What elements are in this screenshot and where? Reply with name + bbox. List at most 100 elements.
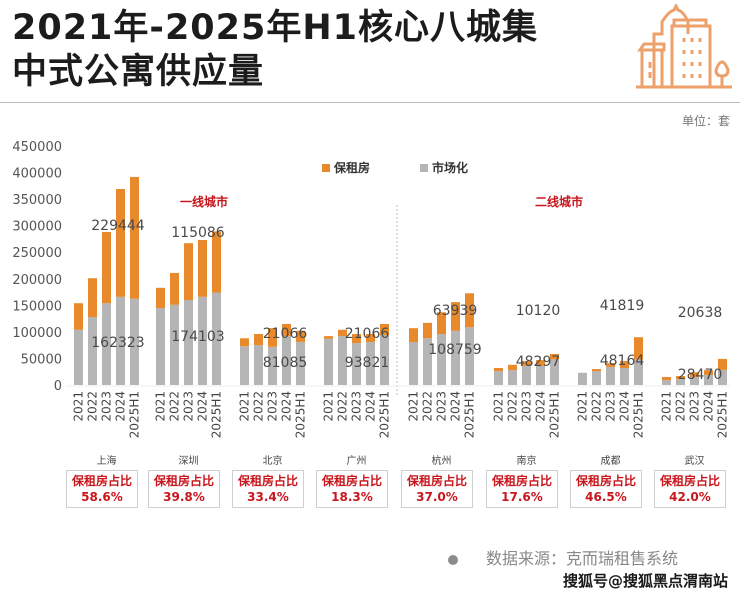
data-source-text: 数据来源：克而瑞租售系统 xyxy=(486,549,679,568)
data-label-baozufang: 21066 xyxy=(263,326,308,342)
x-tick-label: 2024 xyxy=(449,391,463,422)
x-tick-label: 2023 xyxy=(350,391,364,422)
x-tick-label: 2021 xyxy=(407,391,421,422)
share-box-label: 保租房占比 xyxy=(659,474,720,488)
share-box-value: 18.3% xyxy=(331,490,373,504)
share-box-value: 39.8% xyxy=(163,490,205,504)
stacked-bar-chart: 0 50000 100000 150000 200000 250000 300000 3500… xyxy=(12,140,730,467)
bar-baozufang xyxy=(437,312,446,335)
bar-market xyxy=(451,330,460,385)
bar-market xyxy=(522,365,531,385)
bar-baozufang xyxy=(88,278,97,318)
share-box: 保租房占比 46.5% xyxy=(570,470,642,508)
y-tick-label: 200000 xyxy=(12,273,62,288)
bar-market xyxy=(352,343,361,385)
x-tick-label: 2022 xyxy=(506,391,520,422)
city-label: 广州 xyxy=(347,455,367,467)
bar-baozufang xyxy=(465,293,474,328)
share-box: 保租房占比 33.4% xyxy=(232,470,304,508)
x-tick-label: 2021 xyxy=(154,391,168,422)
bar-market xyxy=(88,317,97,385)
bar-market xyxy=(718,369,727,385)
x-tick-label: 2024 xyxy=(534,391,548,422)
share-box-label: 保租房占比 xyxy=(153,474,214,488)
data-label-baozufang: 115086 xyxy=(171,225,225,241)
bar-baozufang xyxy=(268,328,277,347)
bar-baozufang xyxy=(634,337,643,360)
share-box: 保租房占比 42.0% xyxy=(654,470,726,508)
bar-market xyxy=(338,336,347,385)
x-tick-label: 2025H1 xyxy=(463,391,477,438)
legend-label-market: 市场化 xyxy=(432,160,468,175)
bar-market xyxy=(324,338,333,385)
unit-label: 单位：套 xyxy=(681,114,730,128)
bar-baozufang xyxy=(662,377,671,381)
bar-baozufang xyxy=(676,375,685,380)
x-tick-label: 2021 xyxy=(576,391,590,422)
x-tick-label: 2025H1 xyxy=(378,391,392,438)
share-box-value: 42.0% xyxy=(669,490,711,504)
x-tick-label: 2024 xyxy=(702,391,716,422)
x-tick-label: 2022 xyxy=(336,391,350,422)
bar-market xyxy=(156,307,165,385)
data-label-baozufang: 20638 xyxy=(678,305,723,321)
share-box: 保租房占比 37.0% xyxy=(401,470,473,508)
bar-baozufang xyxy=(198,240,207,297)
y-tick-label: 100000 xyxy=(12,326,62,341)
x-tick-label: 2023 xyxy=(604,391,618,422)
bar-baozufang xyxy=(282,323,291,337)
y-tick-label: 250000 xyxy=(12,246,62,261)
x-tick-label: 2025H1 xyxy=(548,391,562,438)
x-tick-label: 2022 xyxy=(86,391,100,422)
bar-baozufang xyxy=(409,328,418,342)
bar-market xyxy=(74,329,83,385)
data-label-market: 28470 xyxy=(678,367,723,383)
tier-label-first: 一线城市 xyxy=(180,194,228,209)
x-tick-label: 2023 xyxy=(100,391,114,422)
bar-market xyxy=(282,336,291,385)
x-tick-label: 2024 xyxy=(114,391,128,422)
x-tick-label: 2024 xyxy=(280,391,294,422)
y-tick-label: 450000 xyxy=(12,140,62,155)
share-box-label: 保租房占比 xyxy=(71,474,132,488)
legend-swatch-baozufang xyxy=(322,164,330,172)
y-tick-label: 0 xyxy=(54,379,62,394)
x-tick-label: 2025H1 xyxy=(210,391,224,438)
x-tick-label: 2024 xyxy=(618,391,632,422)
bar-market xyxy=(592,371,601,385)
x-tick-label: 2022 xyxy=(252,391,266,422)
share-box: 保租房占比 58.6% xyxy=(66,470,138,508)
bar-market xyxy=(296,341,305,385)
bar-market xyxy=(423,338,432,385)
bar-baozufang xyxy=(116,189,125,297)
share-box-value: 37.0% xyxy=(416,490,458,504)
y-tick-label: 350000 xyxy=(12,193,62,208)
data-label-market: 174103 xyxy=(171,329,224,345)
bar-baozufang xyxy=(690,372,699,378)
x-tick-label: 2025H1 xyxy=(716,391,730,438)
city-label: 成都 xyxy=(601,455,621,467)
bar-market xyxy=(690,377,699,385)
bar-market xyxy=(409,341,418,385)
y-tick-label: 400000 xyxy=(12,167,62,182)
bar-market xyxy=(212,292,221,385)
x-tick-label: 2025H1 xyxy=(632,391,646,438)
share-box-label: 保租房占比 xyxy=(321,474,382,488)
bar-baozufang xyxy=(380,323,389,336)
bar-market xyxy=(550,359,559,385)
city-label: 南京 xyxy=(517,454,537,467)
legend-label-baozufang: 保租房 xyxy=(333,160,370,175)
bar-baozufang xyxy=(366,334,375,342)
share-box-label: 保租房占比 xyxy=(237,474,298,488)
bar-market xyxy=(116,296,125,385)
share-box-value: 58.6% xyxy=(81,490,123,504)
bar-baozufang xyxy=(620,361,629,369)
y-tick-label: 300000 xyxy=(12,220,62,235)
share-box-value: 17.6% xyxy=(501,490,543,504)
x-tick-label: 2021 xyxy=(660,391,674,422)
bar-baozufang xyxy=(130,176,139,299)
x-tick-label: 2022 xyxy=(674,391,688,422)
share-box: 保租房占比 18.3% xyxy=(316,470,388,508)
bar-market xyxy=(198,296,207,385)
bar-market xyxy=(380,335,389,385)
